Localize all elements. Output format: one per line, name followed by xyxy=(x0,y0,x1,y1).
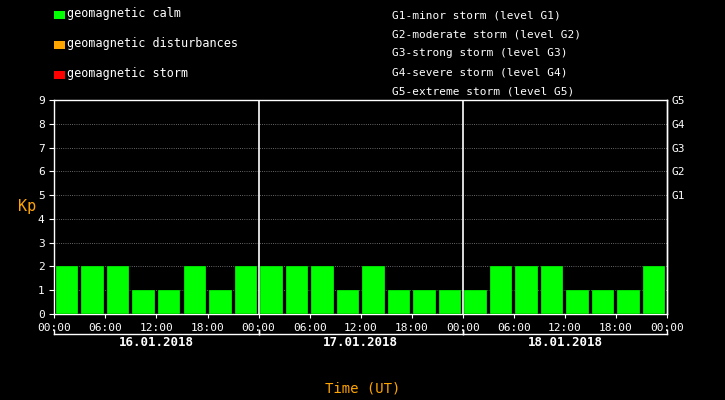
Text: G4-severe storm (level G4): G4-severe storm (level G4) xyxy=(392,68,567,78)
Bar xyxy=(566,290,589,314)
Bar xyxy=(158,290,181,314)
Text: 18.01.2018: 18.01.2018 xyxy=(527,336,602,349)
Bar xyxy=(133,290,155,314)
Text: Time (UT): Time (UT) xyxy=(325,382,400,396)
Bar xyxy=(286,266,308,314)
Bar xyxy=(362,266,385,314)
Bar xyxy=(107,266,130,314)
Text: G3-strong storm (level G3): G3-strong storm (level G3) xyxy=(392,48,567,58)
Bar xyxy=(541,266,563,314)
Bar xyxy=(311,266,334,314)
Bar xyxy=(618,290,640,314)
Bar xyxy=(260,266,283,314)
Bar xyxy=(235,266,257,314)
Bar xyxy=(643,266,666,314)
Text: geomagnetic disturbances: geomagnetic disturbances xyxy=(67,38,238,50)
Y-axis label: Kp: Kp xyxy=(17,200,36,214)
Bar xyxy=(515,266,538,314)
Bar xyxy=(464,290,486,314)
Bar xyxy=(413,290,436,314)
Text: G2-moderate storm (level G2): G2-moderate storm (level G2) xyxy=(392,29,581,39)
Bar xyxy=(439,290,461,314)
Bar xyxy=(490,266,513,314)
Bar xyxy=(81,266,104,314)
Text: G1-minor storm (level G1): G1-minor storm (level G1) xyxy=(392,10,560,20)
Text: 16.01.2018: 16.01.2018 xyxy=(119,336,194,349)
Bar xyxy=(592,290,614,314)
Bar xyxy=(56,266,78,314)
Bar xyxy=(183,266,206,314)
Text: geomagnetic calm: geomagnetic calm xyxy=(67,8,181,20)
Bar xyxy=(209,290,231,314)
Text: 17.01.2018: 17.01.2018 xyxy=(323,336,398,349)
Bar xyxy=(336,290,359,314)
Text: geomagnetic storm: geomagnetic storm xyxy=(67,68,188,80)
Text: G5-extreme storm (level G5): G5-extreme storm (level G5) xyxy=(392,87,573,97)
Bar xyxy=(388,290,410,314)
